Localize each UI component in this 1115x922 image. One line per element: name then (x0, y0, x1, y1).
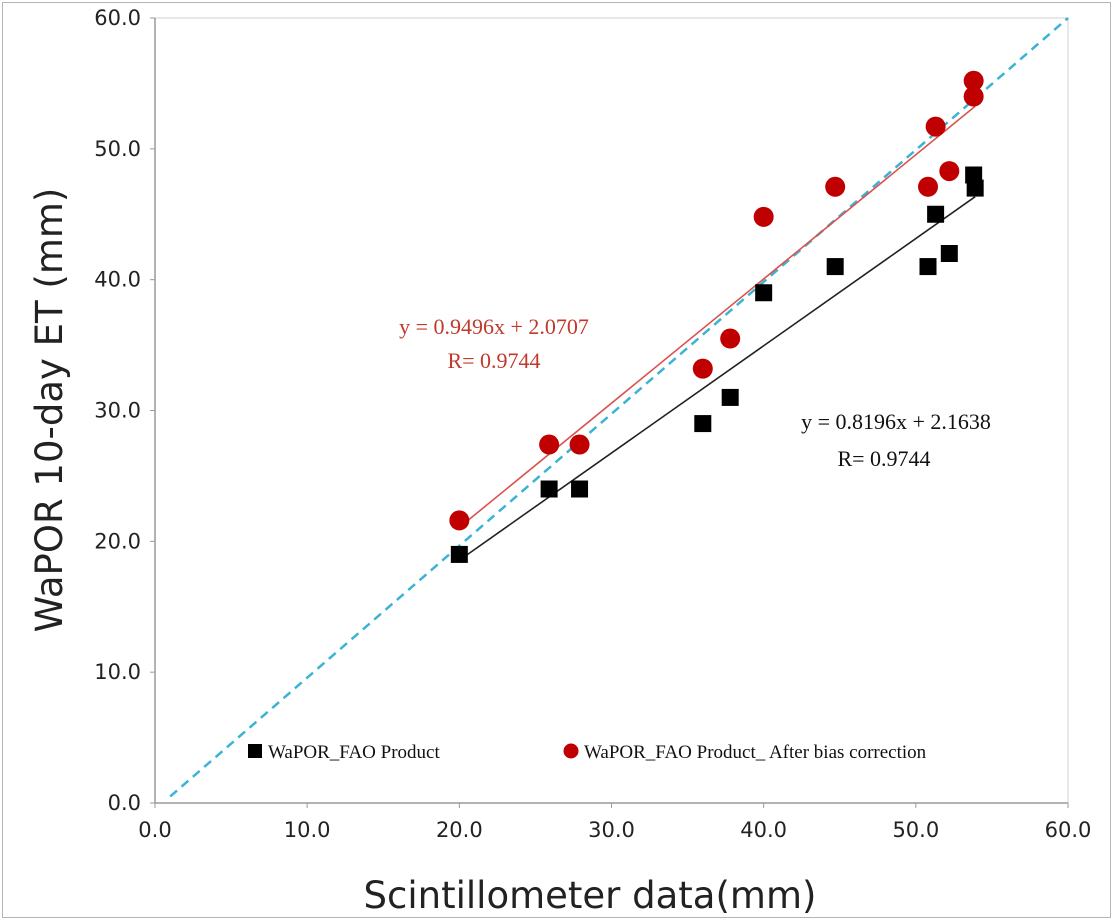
data-point-circle (539, 434, 560, 455)
data-point-circle (918, 176, 939, 197)
data-point-square (571, 480, 589, 498)
one-to-one-reference-line (169, 17, 1069, 798)
data-point-square (694, 415, 712, 433)
data-point-square (721, 388, 739, 406)
x-tick-label: 10.0 (284, 818, 331, 842)
y-tick-label: 20.0 (94, 529, 141, 553)
y-tick-label: 30.0 (94, 399, 141, 423)
x-tick-label: 20.0 (436, 818, 483, 842)
red-fit-r-value: R= 0.9744 (447, 348, 540, 373)
data-point-circle (825, 176, 846, 197)
red-fit-equation: y = 0.9496x + 2.0707 (399, 314, 589, 339)
data-point-circle (939, 161, 960, 182)
black-fit-equation: y = 0.8196x + 2.1638 (801, 409, 991, 434)
legend: WaPOR_FAO Product WaPOR_FAO Product_ Aft… (248, 742, 927, 763)
data-point-circle (569, 434, 590, 455)
x-tick-label: 50.0 (892, 818, 939, 842)
x-tick-label: 40.0 (740, 818, 787, 842)
data-point-circle (963, 70, 984, 91)
data-point-square (755, 284, 773, 302)
legend-label-series-1: WaPOR_FAO Product (268, 742, 440, 763)
data-point-square (540, 480, 558, 498)
data-point-circle (692, 358, 713, 379)
data-point-circle (753, 206, 774, 227)
lines-layer (169, 17, 1069, 798)
data-point-square (450, 545, 468, 563)
red-trend-line (458, 105, 976, 529)
data-point-circle (963, 86, 984, 107)
y-tick-label: 60.0 (94, 6, 141, 30)
points-layer (449, 70, 984, 563)
data-point-circle (925, 116, 946, 137)
y-tick-label: 10.0 (94, 660, 141, 684)
data-point-square (826, 258, 844, 276)
black-fit-r-value: R= 0.9744 (837, 446, 930, 471)
legend-label-series-2: WaPOR_FAO Product_ After bias correction (584, 742, 927, 763)
black-trend-line (458, 196, 976, 561)
x-tick-label: 0.0 (138, 818, 171, 842)
x-tick-label: 60.0 (1045, 818, 1092, 842)
legend-marker-square (248, 744, 262, 758)
legend-marker-circle (563, 743, 579, 759)
data-point-square (966, 179, 984, 197)
data-point-circle (720, 328, 741, 349)
x-tick-label: 30.0 (588, 818, 635, 842)
axis-ticks: 0.0 10.0 20.0 30.0 40.0 50.0 60.0 0.0 10.0 20.0 30… (94, 6, 1091, 842)
x-axis-title: Scintillometer data(mm) (364, 874, 817, 917)
data-point-square (927, 205, 945, 223)
data-point-circle (449, 510, 470, 531)
y-tick-label: 40.0 (94, 268, 141, 292)
y-tick-label: 50.0 (94, 137, 141, 161)
data-point-square (919, 258, 937, 276)
data-point-square (940, 245, 958, 262)
y-tick-label: 0.0 (108, 791, 141, 815)
data-point-square (965, 166, 983, 184)
y-axis-title: WaPOR 10-day ET (mm) (28, 188, 71, 633)
